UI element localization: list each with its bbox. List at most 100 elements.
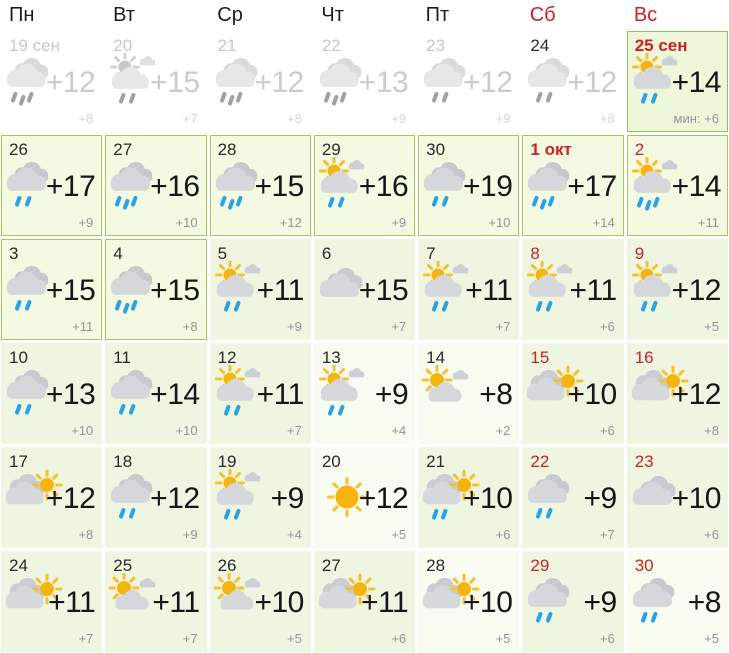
day-max-temp: +17	[45, 170, 96, 203]
day-max-temp: +10	[463, 586, 513, 619]
day-min-temp: +4	[287, 527, 302, 542]
day-cell-26[interactable]: 14 +8 +2	[418, 343, 520, 444]
day-cell-10[interactable]: 28 +15 +12	[209, 135, 311, 236]
day-cell-40[interactable]: 28 +10 +5	[418, 551, 520, 652]
day-min-temp: +7	[495, 319, 511, 334]
day-cell-4[interactable]: 22 +13 +9	[313, 31, 416, 132]
sunrain-weather-icon	[630, 261, 692, 319]
day-cell-21[interactable]: 9 +12 +5	[626, 239, 728, 340]
day-cell-6[interactable]: 24 +12 +8	[522, 31, 624, 132]
day-cell-19[interactable]: 7 +11 +7	[418, 239, 520, 340]
day-date: 17	[9, 452, 28, 471]
day-max-temp: +8	[479, 378, 513, 411]
day-cell-36[interactable]: 24 +11 +7	[1, 551, 103, 652]
day-cell-1[interactable]: 19 сен +12 +8	[1, 31, 103, 132]
day-cell-3[interactable]: 21 +12 +8	[209, 31, 311, 132]
rain2-weather-icon	[421, 53, 483, 111]
day-min-temp: +8	[704, 423, 719, 438]
day-min-temp: +6	[599, 423, 615, 438]
day-min-temp: +7	[287, 423, 302, 438]
rain2-weather-icon	[4, 157, 66, 215]
day-max-temp: +14	[150, 378, 200, 411]
day-cell-14[interactable]: 2 +14 +11	[626, 135, 728, 236]
day-min-temp: +11	[72, 319, 94, 334]
day-max-temp: +11	[465, 274, 513, 307]
weekday-header-6: Сб	[529, 4, 556, 26]
day-cell-25[interactable]: 13 +9 +4	[313, 343, 416, 444]
day-max-temp: +12	[671, 274, 722, 307]
day-date: 22	[321, 36, 341, 55]
day-cell-30[interactable]: 18 +12 +9	[105, 447, 207, 548]
day-min-temp: +7	[391, 319, 407, 334]
day-cell-32[interactable]: 20 +12 +5	[313, 447, 416, 548]
day-min-temp: +8	[182, 319, 198, 334]
sunrain-weather-icon	[525, 261, 587, 319]
day-cell-18[interactable]: 6 +15 +7	[313, 239, 416, 340]
day-cell-28[interactable]: 16 +12 +8	[626, 343, 728, 444]
day-cell-33[interactable]: 21 +10 +6	[418, 447, 520, 548]
day-cell-17[interactable]: 5 +11 +9	[209, 239, 311, 340]
day-cell-41[interactable]: 29 +9 +6	[522, 551, 624, 652]
day-min-temp: +8	[78, 527, 94, 542]
day-max-temp: +15	[150, 66, 200, 99]
day-cell-2[interactable]: 20 +15 +7	[105, 31, 207, 132]
day-date: 10	[9, 348, 28, 367]
day-max-temp: +12	[671, 378, 722, 411]
day-date: 14	[426, 348, 446, 367]
day-date: 7	[426, 244, 436, 263]
day-date: 24	[9, 556, 28, 575]
day-cell-15[interactable]: 3 +15 +11	[1, 239, 103, 340]
day-cell-12[interactable]: 30 +19 +10	[418, 135, 520, 236]
day-cell-34[interactable]: 22 +9 +7	[522, 447, 624, 548]
day-cell-24[interactable]: 12 +11 +7	[209, 343, 311, 444]
day-min-temp: +10	[175, 423, 198, 438]
day-max-temp: +14	[671, 170, 722, 203]
weekday-header-4: Чт	[321, 4, 344, 26]
day-max-temp: +11	[569, 274, 618, 307]
day-cell-42[interactable]: 30 +8 +5	[626, 551, 728, 652]
day-max-temp: +9	[270, 482, 305, 515]
day-max-temp: +12	[254, 66, 304, 99]
day-cell-16[interactable]: 4 +15 +8	[105, 239, 207, 340]
day-date: 25	[113, 556, 133, 575]
day-cell-23[interactable]: 11 +14 +10	[105, 343, 207, 444]
day-cell-13[interactable]: 1 окт +17 +14	[522, 135, 624, 236]
day-cell-31[interactable]: 19 +9 +4	[209, 447, 311, 548]
day-date: 24	[530, 36, 550, 55]
day-max-temp: +15	[150, 274, 200, 307]
day-cell-20[interactable]: 8 +11 +6	[522, 239, 624, 340]
day-min-temp: +7	[182, 111, 198, 126]
day-date: 8	[530, 244, 540, 263]
day-date: 27	[113, 140, 133, 159]
day-cell-38[interactable]: 26 +10 +5	[209, 551, 311, 652]
day-cell-29[interactable]: 17 +12 +8	[1, 447, 103, 548]
rain3-weather-icon	[213, 157, 275, 215]
rain2-weather-icon	[421, 157, 483, 215]
day-cell-35[interactable]: 23 +10 +6	[626, 447, 728, 548]
day-max-temp: +10	[567, 378, 617, 411]
day-cell-27[interactable]: 15 +10 +6	[522, 343, 624, 444]
rain2-weather-icon	[108, 469, 170, 527]
day-cell-11[interactable]: 29 +16 +9	[313, 135, 416, 236]
suncloud-weather-icon	[421, 365, 483, 423]
day-cell-37[interactable]: 25 +11 +7	[105, 551, 207, 652]
day-min-temp: +7	[599, 527, 615, 542]
day-cell-9[interactable]: 27 +16 +10	[105, 135, 207, 236]
day-date: 2	[634, 140, 645, 159]
day-date: 3	[9, 244, 19, 263]
day-cell-7[interactable]: 25 сен +14 мин: +6	[626, 31, 728, 132]
day-min-temp: +5	[704, 631, 719, 646]
day-min-temp: +10	[175, 215, 198, 230]
suncloud-weather-icon	[108, 573, 170, 631]
day-min-temp: мин: +6	[673, 111, 719, 126]
cloud-weather-icon	[317, 261, 379, 319]
day-cell-5[interactable]: 23 +12 +9	[418, 31, 520, 132]
day-cell-39[interactable]: 27 +11 +6	[313, 551, 416, 652]
rain2-weather-icon	[4, 365, 66, 423]
day-min-temp: +6	[704, 527, 719, 542]
day-date: 30	[634, 556, 654, 575]
day-cell-8[interactable]: 26 +17 +9	[1, 135, 103, 236]
weekday-header-row: Пн Вт Ср Чт Пт Сб Вс	[0, 0, 729, 31]
day-cell-22[interactable]: 10 +13 +10	[1, 343, 103, 444]
day-date: 23	[426, 36, 446, 55]
